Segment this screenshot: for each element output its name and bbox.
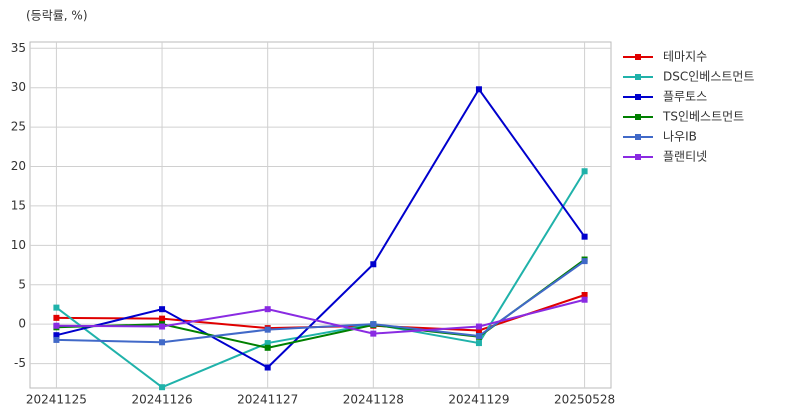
legend-label: TS인베스트먼트 xyxy=(662,110,744,124)
point xyxy=(581,233,588,240)
point xyxy=(581,296,588,303)
legend-label: DSC인베스트먼트 xyxy=(663,70,754,84)
y-tick-label: 25 xyxy=(11,120,26,134)
legend-marker xyxy=(635,134,641,140)
point xyxy=(264,364,271,371)
point xyxy=(53,314,60,321)
legend-label: 테마지수 xyxy=(663,50,707,64)
y-tick-label: 5 xyxy=(18,277,26,291)
point xyxy=(159,339,166,346)
y-tick-label: 0 xyxy=(18,317,26,331)
y-tick-label: 15 xyxy=(11,198,26,212)
point xyxy=(581,291,588,298)
point xyxy=(264,326,271,333)
legend-label: 플루토스 xyxy=(663,90,707,104)
point xyxy=(370,321,377,328)
point xyxy=(53,322,60,329)
point xyxy=(581,168,588,175)
x-tick-label: 20241128 xyxy=(343,393,404,407)
point xyxy=(159,323,166,330)
point xyxy=(159,384,166,391)
series-line xyxy=(56,298,585,335)
legend-marker xyxy=(635,154,641,160)
legend-label: 플랜티넷 xyxy=(663,150,707,164)
point xyxy=(53,336,60,343)
y-tick-label: 10 xyxy=(11,238,26,252)
point xyxy=(264,306,271,313)
point xyxy=(53,304,60,311)
y-axis-label: (등락률, %) xyxy=(26,9,88,23)
legend-label: 나우IB xyxy=(663,130,697,144)
legend-marker xyxy=(635,94,641,100)
point xyxy=(475,340,482,347)
point xyxy=(475,327,482,334)
point xyxy=(264,340,271,347)
legend-marker xyxy=(635,54,641,60)
series-line xyxy=(55,170,586,389)
plot-area xyxy=(29,41,612,389)
x-tick-label: 20241129 xyxy=(448,393,509,407)
point xyxy=(475,332,482,339)
series-line xyxy=(56,87,586,369)
x-tick-label: 20250528 xyxy=(554,393,615,407)
point xyxy=(370,330,377,337)
point xyxy=(159,306,166,313)
y-tick-label: 35 xyxy=(11,41,26,55)
x-tick-label: 20241125 xyxy=(26,393,87,407)
point xyxy=(264,344,271,351)
point xyxy=(159,315,166,322)
point xyxy=(475,323,482,330)
point xyxy=(581,258,588,265)
x-tick-label: 20241126 xyxy=(132,393,193,407)
x-tick-label: 20241127 xyxy=(237,393,298,407)
point xyxy=(370,261,377,268)
y-tick-label: -5 xyxy=(14,356,26,370)
y-tick-label: 20 xyxy=(11,159,26,173)
series-line xyxy=(56,260,586,344)
y-tick-label: 30 xyxy=(11,80,26,94)
point xyxy=(53,332,60,339)
point xyxy=(475,86,482,93)
legend-marker xyxy=(635,74,641,80)
legend-marker xyxy=(635,114,641,120)
